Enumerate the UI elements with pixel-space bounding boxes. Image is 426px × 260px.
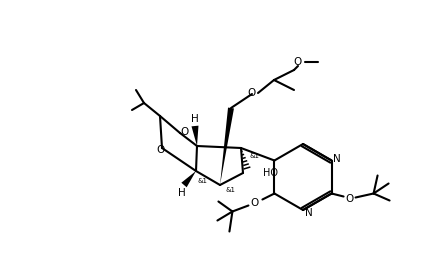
Text: O: O [250,198,259,209]
Text: &1: &1 [198,178,208,184]
Text: O: O [248,88,256,98]
Text: O: O [180,127,188,137]
Text: N: N [305,208,313,218]
Polygon shape [220,108,234,185]
Text: O: O [294,57,302,67]
Text: H: H [178,188,186,198]
Text: H: H [191,114,199,124]
Polygon shape [181,171,196,187]
Text: &1: &1 [249,153,259,159]
Polygon shape [192,126,199,146]
Text: O: O [345,193,354,204]
Text: HO: HO [263,168,278,178]
Text: O: O [156,145,164,155]
Text: &1: &1 [226,187,236,193]
Text: N: N [333,153,340,164]
